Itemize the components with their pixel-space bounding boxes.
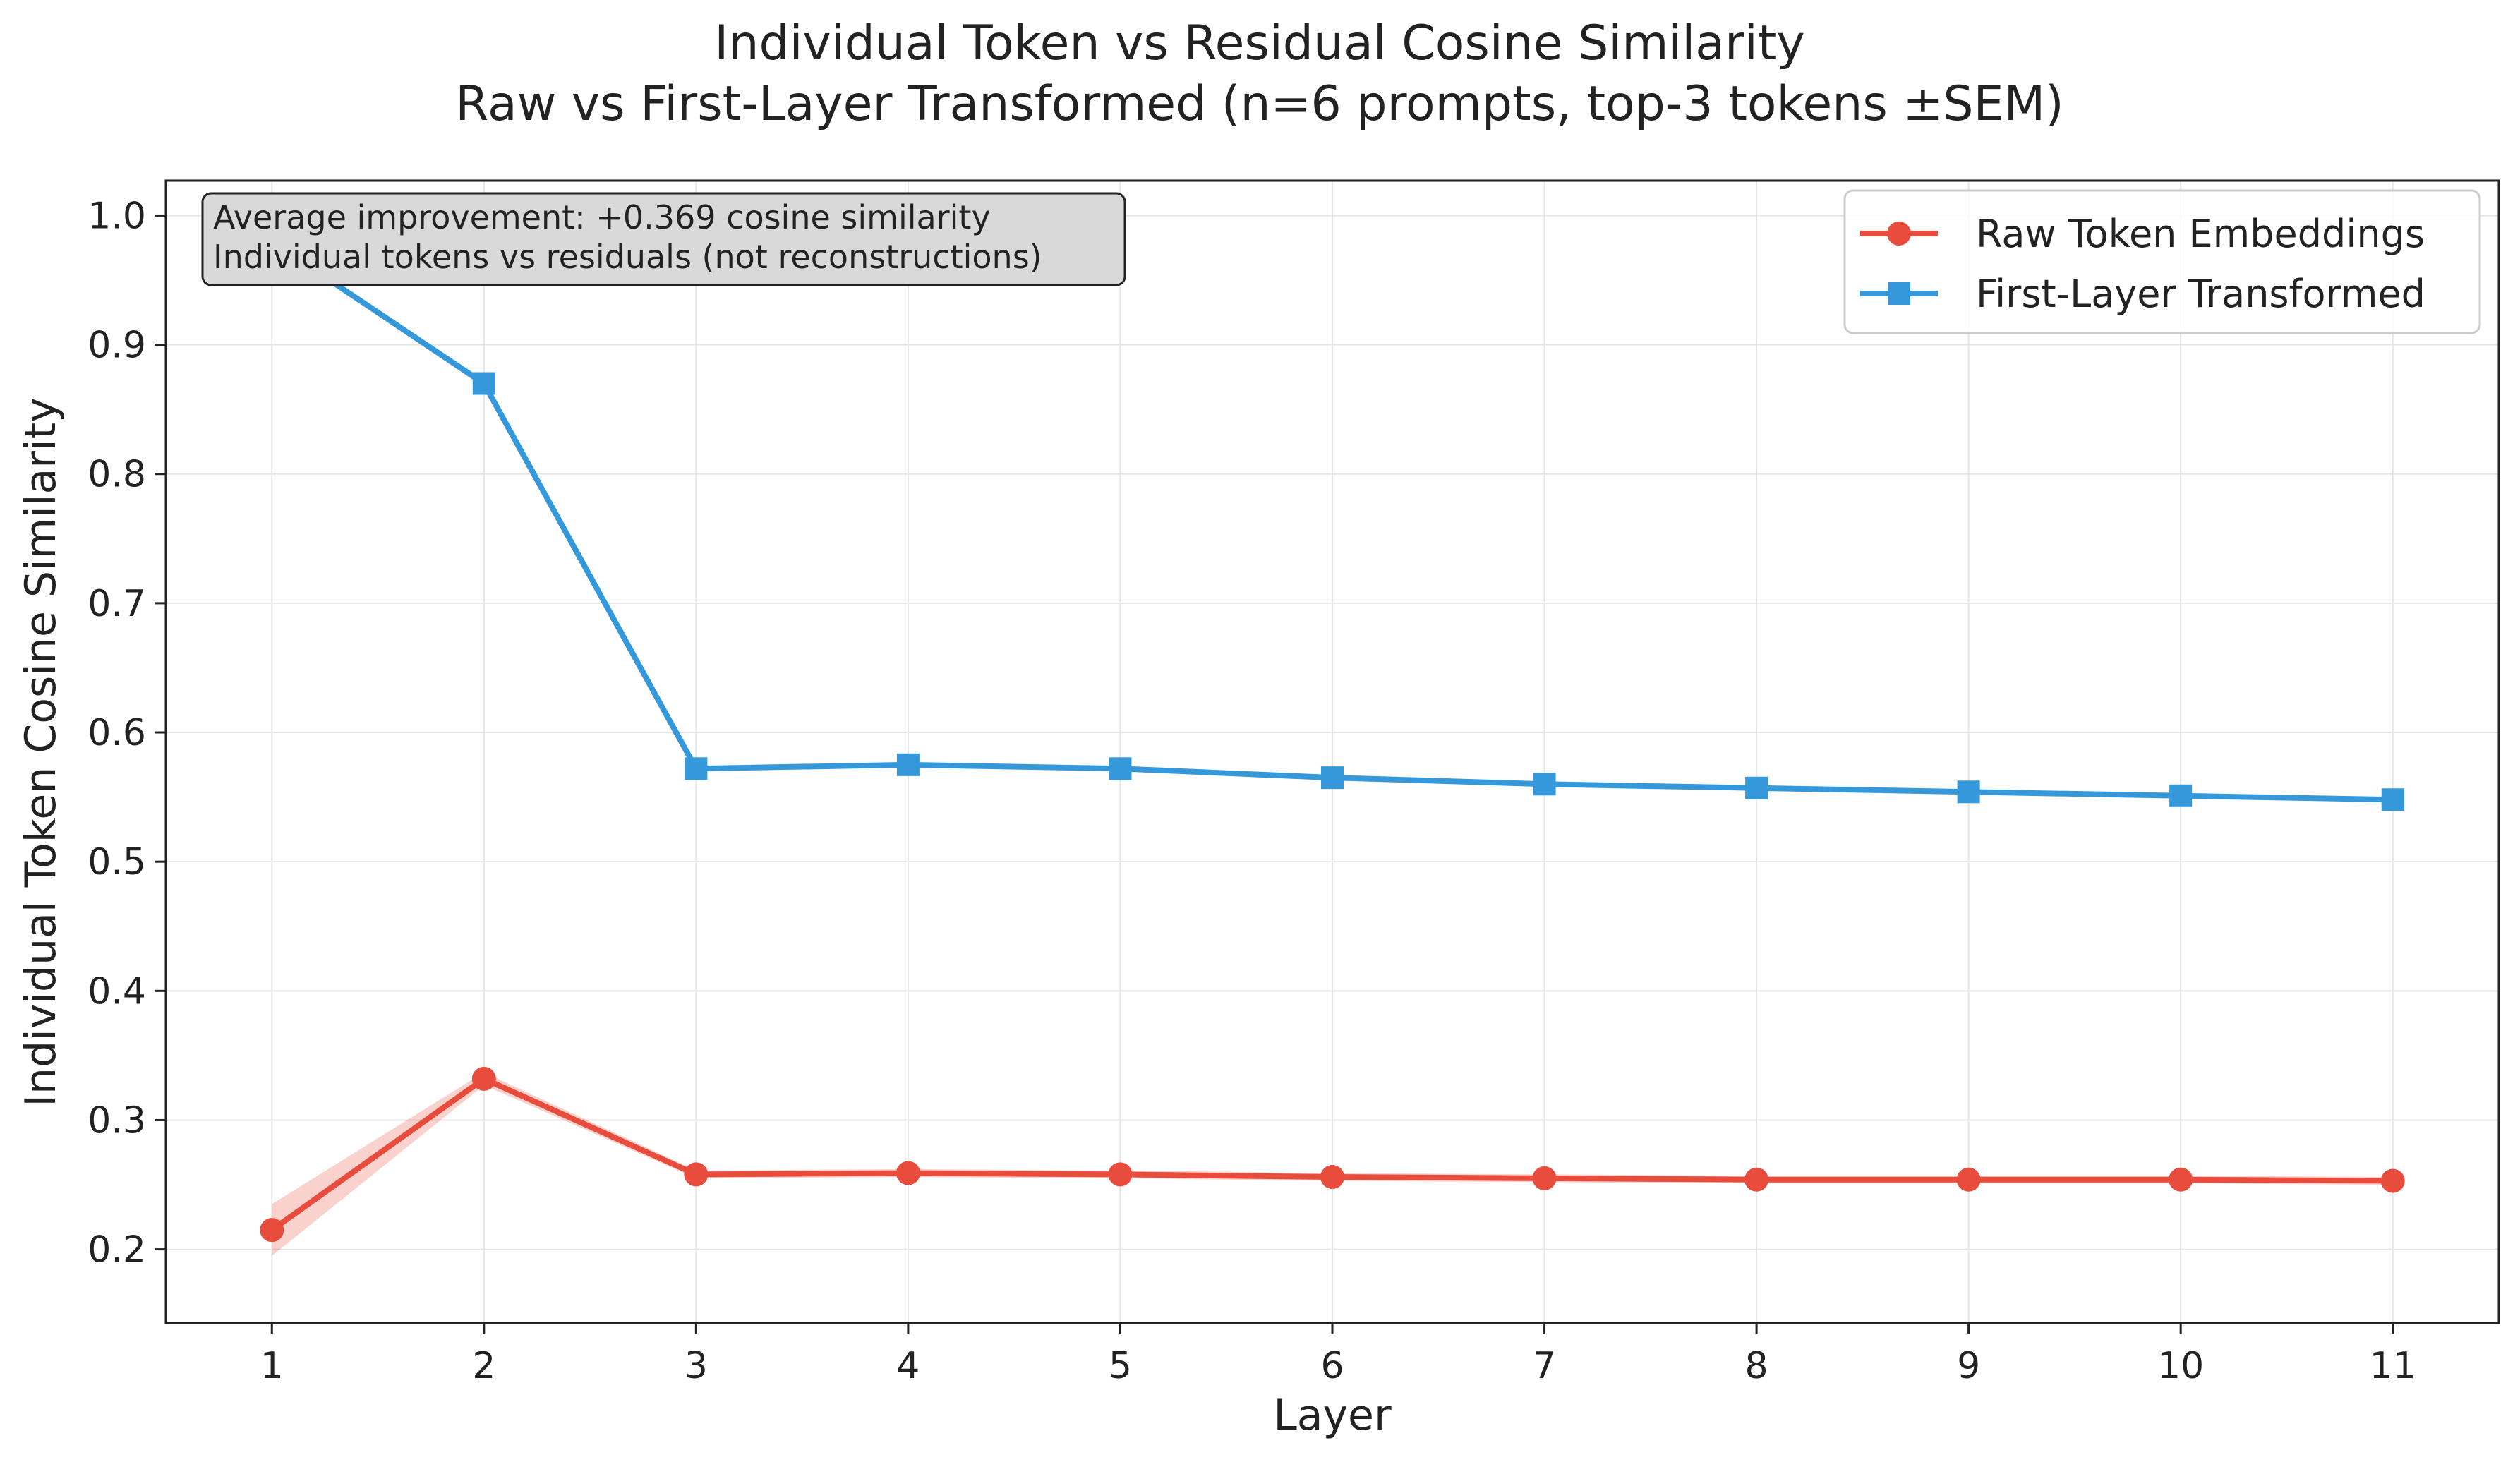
x-tick-label: 9 <box>1957 1345 1980 1387</box>
y-tick-label: 0.9 <box>88 325 146 367</box>
data-point-raw <box>471 1066 496 1091</box>
data-point-transformed <box>2381 788 2404 811</box>
x-tick-label: 4 <box>896 1345 920 1387</box>
data-point-raw <box>684 1162 709 1187</box>
y-tick-label: 0.3 <box>88 1099 146 1142</box>
data-point-raw <box>1532 1166 1557 1190</box>
data-point-raw <box>1320 1165 1344 1190</box>
x-tick-label: 2 <box>472 1345 495 1387</box>
y-tick-label: 0.5 <box>88 841 146 883</box>
x-tick-label: 1 <box>260 1345 284 1387</box>
annotation-line-1: Average improvement: +0.369 cosine simil… <box>213 198 991 236</box>
data-point-transformed <box>472 372 495 395</box>
y-tick-label: 0.7 <box>88 583 146 625</box>
y-tick-label: 1.0 <box>88 195 146 237</box>
chart-subtitle: Raw vs First-Layer Transformed (n=6 prom… <box>455 76 2063 132</box>
annotation-background <box>201 192 1126 286</box>
data-point-transformed <box>685 757 708 780</box>
annotation-box: Average improvement: +0.369 cosine simil… <box>201 192 1126 286</box>
x-tick-label: 5 <box>1109 1345 1132 1387</box>
data-point-raw <box>1956 1167 1981 1192</box>
chart-title: Individual Token vs Residual Cosine Simi… <box>714 16 1804 71</box>
data-point-transformed <box>1533 773 1556 796</box>
y-tick-label: 0.6 <box>88 712 146 754</box>
data-point-raw <box>1744 1167 1769 1192</box>
legend-label-transformed: First-Layer Transformed <box>1976 272 2425 316</box>
data-point-transformed <box>2169 784 2193 807</box>
x-tick-label: 8 <box>1745 1345 1768 1387</box>
data-point-raw <box>2380 1168 2405 1193</box>
x-tick-label: 10 <box>2157 1345 2204 1387</box>
y-axis-label: Individual Token Cosine Similarity <box>16 397 66 1106</box>
data-point-transformed <box>896 753 920 776</box>
data-point-raw <box>2169 1167 2193 1192</box>
x-tick-label: 3 <box>685 1345 708 1387</box>
legend-marker-raw <box>1887 222 1911 246</box>
x-tick-label: 6 <box>1320 1345 1344 1387</box>
data-point-raw <box>896 1161 920 1185</box>
data-point-raw <box>260 1218 284 1243</box>
x-tick-label: 11 <box>2370 1345 2416 1387</box>
legend-frame <box>1843 189 2481 334</box>
legend-label-raw: Raw Token Embeddings <box>1976 212 2425 256</box>
x-axis-label: Layer <box>1273 1391 1392 1440</box>
data-point-transformed <box>1109 757 1132 780</box>
axis-ticks: 1 2 3 4 5 6 7 8 9 10 11 0.2 0.3 0.4 0.5 0.6 0.7 0.8 0.9 1.0 <box>88 195 2416 1387</box>
y-tick-label: 0.8 <box>88 454 146 496</box>
data-point-transformed <box>1321 766 1344 790</box>
series-markers <box>260 230 2405 1243</box>
y-tick-label: 0.2 <box>88 1229 146 1271</box>
data-point-raw <box>1108 1162 1133 1187</box>
x-tick-label: 7 <box>1533 1345 1556 1387</box>
legend: Raw Token Embeddings First-Layer Transfo… <box>1843 189 2481 334</box>
data-point-transformed <box>1745 776 1768 799</box>
y-tick-label: 0.4 <box>88 970 146 1013</box>
annotation-line-2: Individual tokens vs residuals (not reco… <box>213 238 1042 276</box>
legend-marker-transformed <box>1888 282 1910 305</box>
data-point-transformed <box>1957 780 1980 804</box>
